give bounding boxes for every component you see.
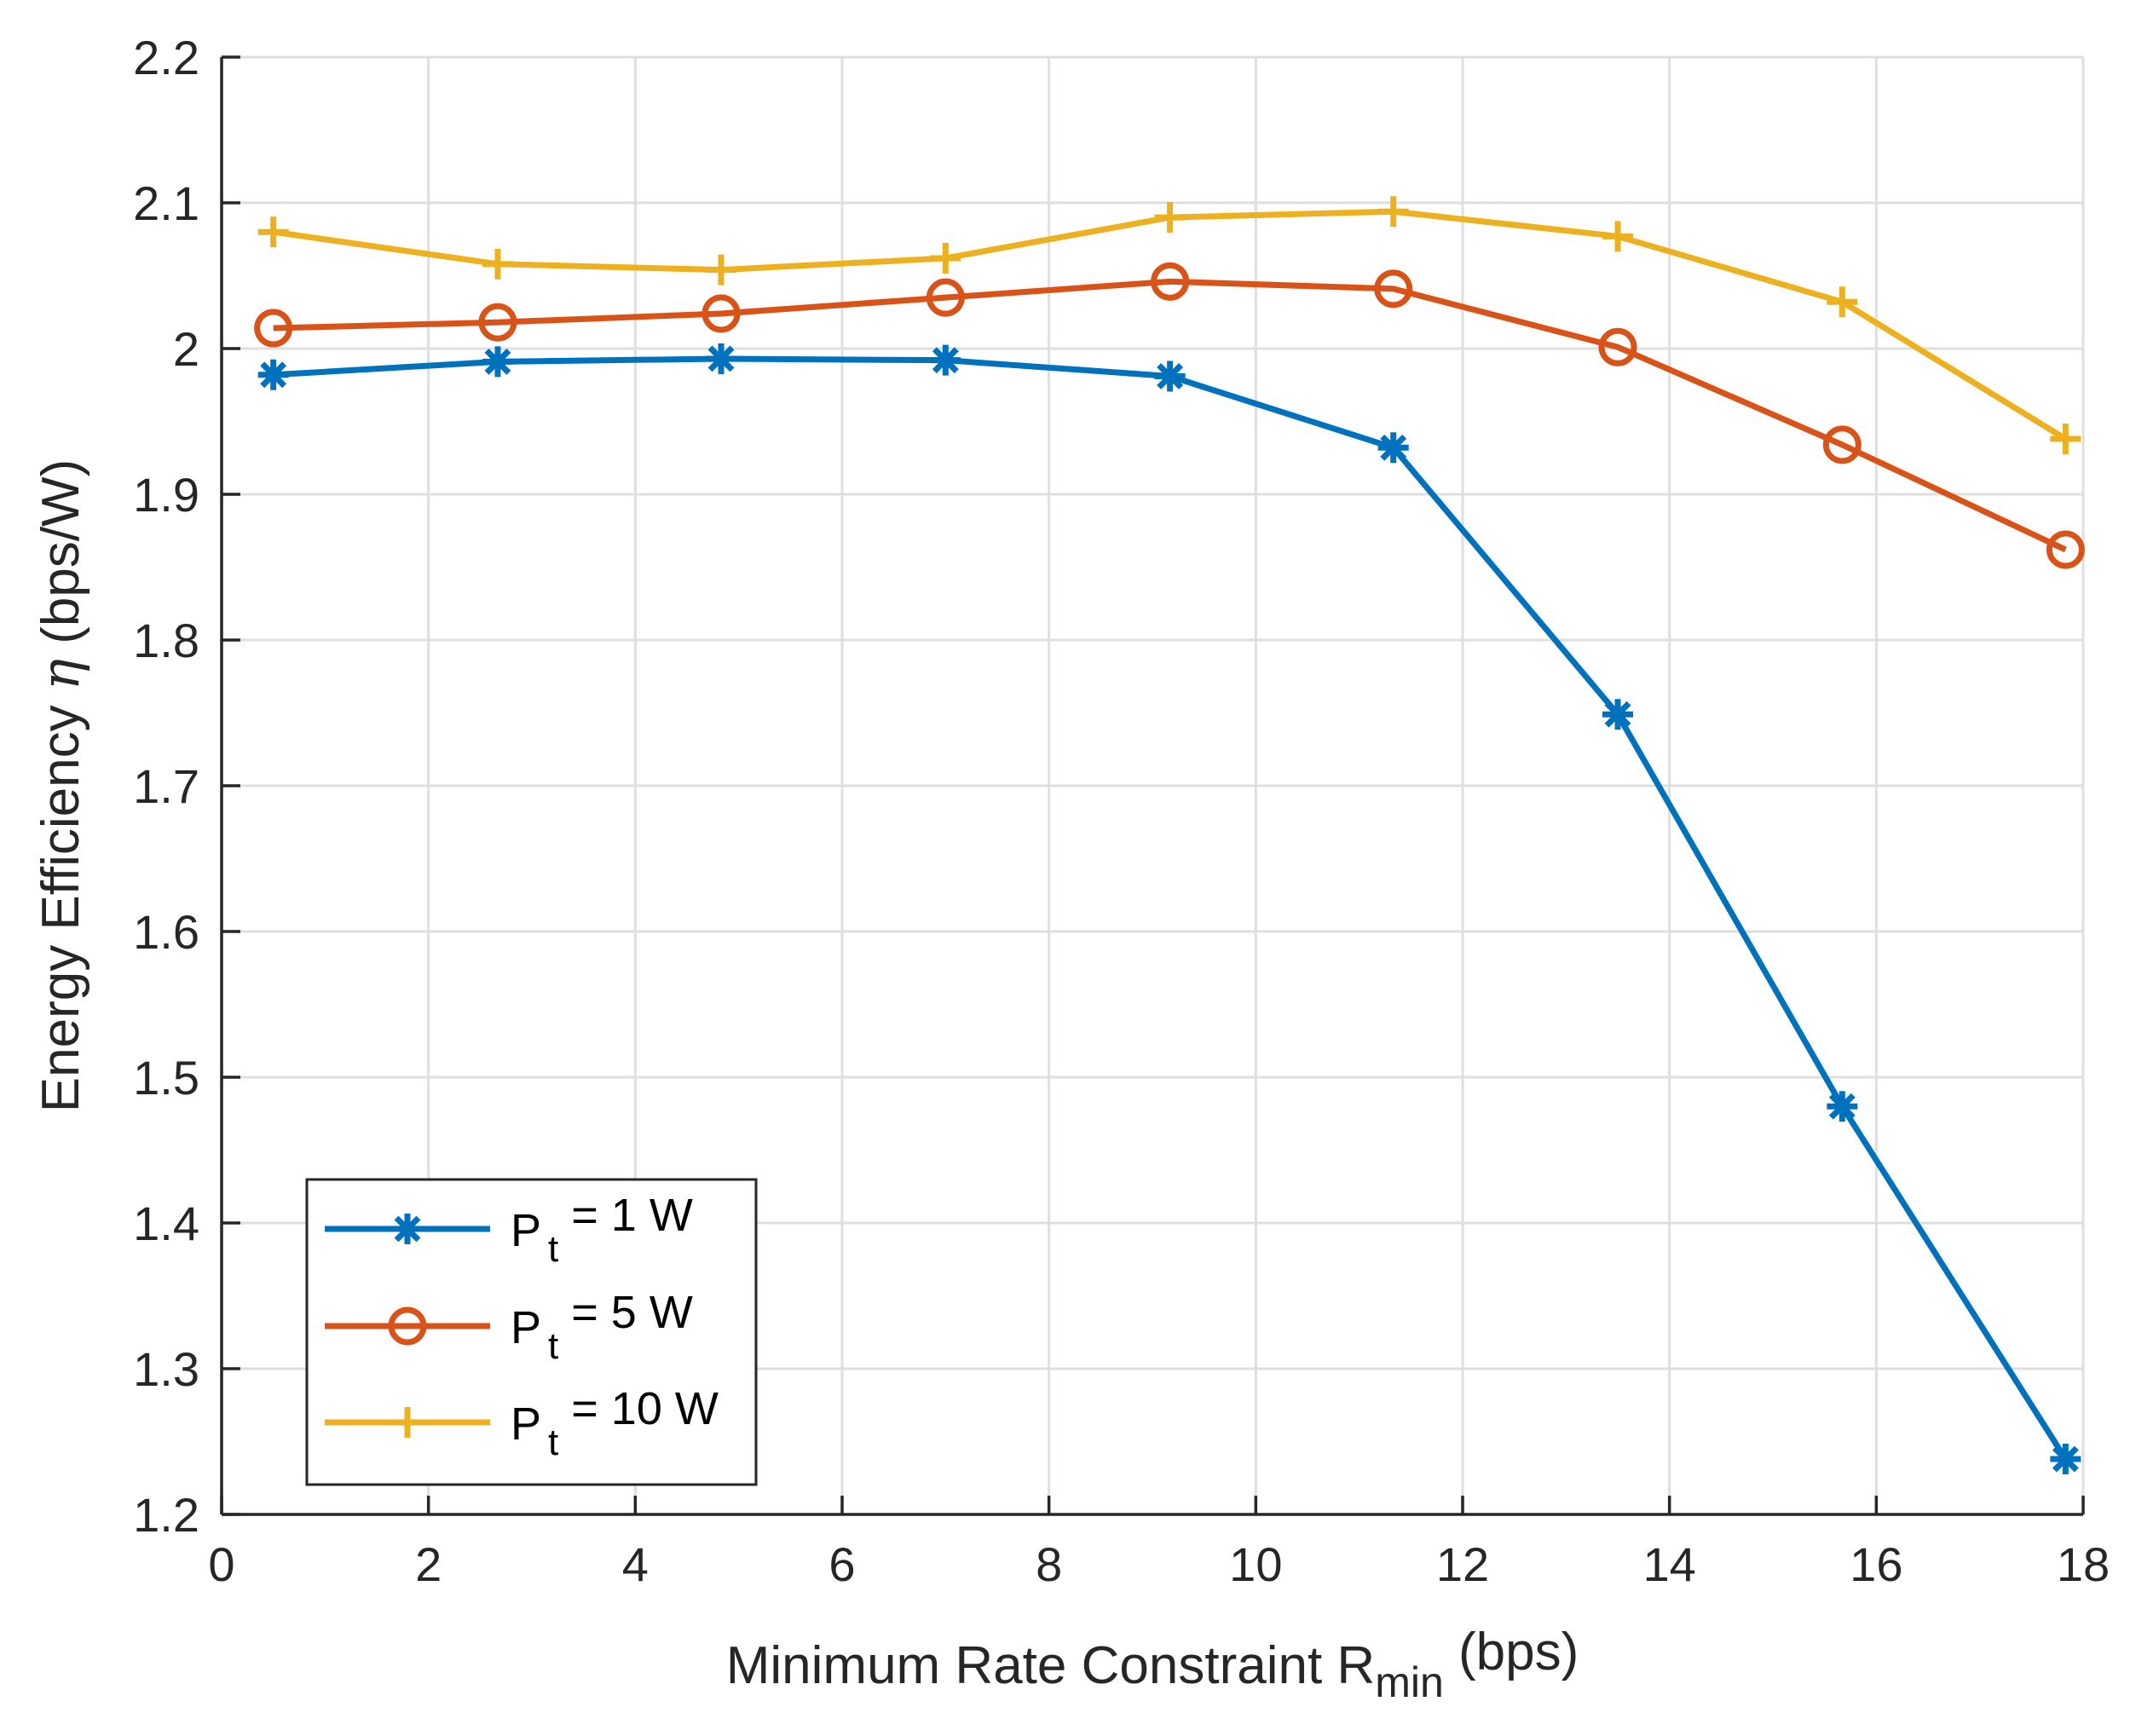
data-point xyxy=(1151,262,1190,301)
y-tick-label: 1.9 xyxy=(133,468,199,522)
x-tick-label: 14 xyxy=(1643,1537,1696,1591)
data-point xyxy=(1602,221,1633,252)
data-point xyxy=(1822,425,1862,464)
x-tick-label: 4 xyxy=(622,1537,649,1591)
data-point xyxy=(1827,286,1858,318)
grid xyxy=(220,55,2085,1516)
data-point xyxy=(482,248,513,280)
series-2 xyxy=(254,262,2085,569)
series-3 xyxy=(257,196,2081,455)
data-point xyxy=(1602,699,1633,730)
data-point xyxy=(1154,360,1186,392)
ticks: 0 2 4 6 8 10 12 14 16 18 1.2 1.3 1.4 1.5 1.6 1.7 1.8 1.9 2… xyxy=(133,31,2110,1591)
data-point xyxy=(257,359,289,390)
series-1 xyxy=(257,343,2081,1475)
x-tick-label: 6 xyxy=(828,1537,855,1591)
data-point xyxy=(482,346,513,378)
data-point xyxy=(706,254,737,285)
data-point xyxy=(701,294,741,333)
data-point xyxy=(2050,1444,2081,1475)
data-point xyxy=(2046,530,2085,569)
y-tick-label: 1.2 xyxy=(133,1488,199,1542)
data-point xyxy=(930,242,961,274)
y-axis-title: Energy Efficiency η (bps/W) xyxy=(29,459,91,1112)
data-point xyxy=(930,344,961,376)
data-point xyxy=(478,303,517,342)
legend-marker-1 xyxy=(392,1214,423,1244)
y-tick-label: 2 xyxy=(173,322,199,376)
data-point xyxy=(1377,196,1409,228)
data-point xyxy=(1377,432,1409,464)
data-point xyxy=(1598,327,1637,366)
x-tick-label: 16 xyxy=(1850,1537,1902,1591)
x-axis-title: Minimum Rate Constraint Rmin (bps) xyxy=(726,1623,1579,1706)
y-tick-label: 2.2 xyxy=(133,31,199,84)
series-lines xyxy=(254,196,2085,1475)
data-point xyxy=(257,216,289,248)
legend-marker-2 xyxy=(388,1306,427,1346)
legend-marker-3 xyxy=(392,1407,423,1438)
x-tick-label: 0 xyxy=(208,1537,234,1591)
y-tick-label: 1.3 xyxy=(133,1342,199,1396)
data-point xyxy=(1374,269,1413,309)
x-tick-label: 8 xyxy=(1036,1537,1062,1591)
y-tick-label: 1.5 xyxy=(133,1051,199,1104)
y-tick-label: 2.1 xyxy=(133,176,199,230)
y-tick-label: 1.4 xyxy=(133,1197,199,1250)
x-tick-label: 12 xyxy=(1436,1537,1489,1591)
y-tick-label: 1.7 xyxy=(133,759,199,813)
x-tick-label: 10 xyxy=(1229,1537,1282,1591)
y-tick-label: 1.8 xyxy=(133,614,199,667)
data-point xyxy=(1154,202,1186,234)
y-tick-label: 1.6 xyxy=(133,905,199,959)
x-tick-label: 18 xyxy=(2057,1537,2110,1591)
data-point xyxy=(254,309,293,348)
data-point xyxy=(926,278,965,317)
data-point xyxy=(1827,1091,1858,1122)
data-point xyxy=(706,343,737,374)
legend-samples xyxy=(325,1214,490,1438)
data-point xyxy=(2050,424,2081,455)
x-tick-label: 2 xyxy=(415,1537,442,1591)
series-line-2 xyxy=(273,278,2067,553)
